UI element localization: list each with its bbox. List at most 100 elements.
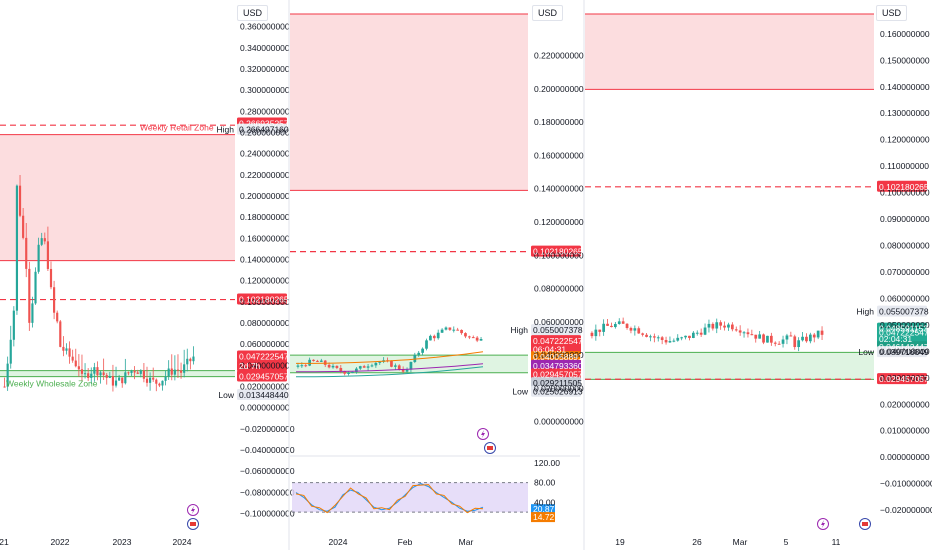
y-tick-label: 0.080000000	[240, 318, 290, 328]
rsi-value2-box	[531, 512, 555, 523]
price-label-box	[877, 373, 927, 385]
candle-body	[754, 334, 758, 339]
candle-body	[87, 373, 90, 378]
price-label-box	[237, 360, 287, 372]
candle-body	[355, 368, 358, 372]
event-flag-icon	[187, 518, 199, 530]
currency-badge-right[interactable]: USD	[876, 5, 908, 21]
candle-body	[62, 346, 65, 351]
currency-badge-middle[interactable]: USD	[532, 5, 564, 21]
zone-demand	[585, 352, 874, 380]
zone-label: Weekly Retail Zone	[140, 123, 214, 133]
y-tick-label: 0.140000000	[534, 184, 584, 194]
candle-body	[688, 335, 691, 338]
candle-body	[9, 339, 12, 364]
y-tick-label: −0.040000000	[240, 445, 295, 455]
candle-body	[152, 377, 155, 380]
candle-body	[610, 325, 613, 328]
x-tick-label: 2024	[329, 537, 348, 547]
candle-body	[49, 268, 53, 288]
candle-body	[351, 371, 354, 373]
candle-body	[155, 379, 158, 384]
y-tick-label: 0.060000000	[880, 293, 930, 303]
candle-body	[781, 339, 785, 344]
x-tick-label: 21	[0, 537, 9, 547]
candle-body	[300, 365, 304, 367]
candle-body	[114, 380, 118, 386]
candle-body	[96, 367, 99, 376]
y-tick-label: 0.010000000	[880, 426, 930, 436]
candle-body	[606, 323, 609, 326]
candle-body	[405, 369, 409, 372]
candle-body	[637, 328, 641, 334]
x-tick-label: 2022	[51, 537, 70, 547]
zone-supply	[0, 134, 235, 261]
candle-body	[127, 372, 130, 374]
candle-body	[641, 333, 645, 335]
y-tick-label: 0.120000000	[240, 276, 290, 286]
price-label-box	[531, 377, 581, 389]
x-tick-label: 2024	[173, 537, 192, 547]
y-tick-label: 0.160000000	[240, 233, 290, 243]
event-lightning-icon	[187, 504, 199, 516]
candle-body	[46, 241, 49, 269]
candle-body	[734, 329, 738, 331]
candle-body	[719, 322, 723, 326]
candle-body	[750, 334, 754, 336]
currency-badge-left[interactable]: USD	[237, 5, 269, 21]
y-tick-label: −0.010000000	[880, 479, 932, 489]
price-label-green: 0.048591153	[879, 324, 928, 334]
candle-body	[738, 330, 742, 333]
y-tick-label: 0.040000000	[534, 350, 584, 360]
y-tick-label: 0.120000000	[880, 135, 930, 145]
candle-body	[343, 371, 347, 374]
candle-body	[366, 366, 370, 368]
y-tick-label: 0.040000000	[240, 360, 290, 370]
candle-body	[335, 365, 339, 368]
candle-body	[425, 340, 428, 349]
y-tick-label: 0.070000000	[880, 267, 930, 277]
price-label-gray: 0.055007378	[533, 325, 583, 335]
candle-body	[99, 372, 102, 376]
zone-demand	[0, 370, 235, 377]
candle-body	[594, 329, 598, 337]
candle-body	[762, 334, 765, 343]
candle-body	[164, 376, 167, 381]
candle-body	[801, 336, 804, 341]
candle-body	[746, 332, 750, 335]
candle-body	[121, 377, 124, 384]
candle-body	[43, 238, 46, 242]
candle-body	[629, 327, 633, 331]
y-tick-label: 0.320000000	[240, 64, 290, 74]
candle-body	[80, 369, 84, 374]
candle-body	[617, 321, 621, 324]
price-label-gray: 0.013448440	[239, 390, 289, 400]
candle-body	[668, 341, 672, 343]
price-label-red: 0.266935257	[239, 119, 289, 129]
y-tick-label: 0.300000000	[240, 85, 290, 95]
x-tick-label: 5	[784, 537, 789, 547]
candle-body	[730, 324, 734, 330]
candle-body	[413, 354, 417, 362]
rsi-value2: 14.72	[533, 512, 555, 522]
y-tick-label: 0.100000000	[880, 188, 930, 198]
y-tick-label: 0.220000000	[240, 170, 290, 180]
candle-body	[656, 337, 660, 339]
y-tick-label: 0.100000000	[534, 250, 584, 260]
candle-body	[74, 360, 77, 367]
y-tick-label: 0.110000000	[880, 161, 929, 171]
candle-body	[421, 348, 424, 353]
candle-body	[22, 215, 25, 238]
y-tick-label: 0.020000000	[240, 382, 290, 392]
candle-body	[613, 323, 617, 328]
y-tick-label: −0.080000000	[240, 487, 295, 497]
rsi-tick-label: 120.00	[534, 458, 560, 468]
candle-body	[625, 323, 629, 328]
candle-body	[448, 327, 452, 330]
chart-panel-left	[0, 117, 287, 400]
price-label-red: 0.029457057	[533, 369, 583, 379]
y-tick-label: 0.000000000	[240, 403, 290, 413]
candle-body	[793, 336, 797, 348]
price-label-low: Low	[858, 347, 874, 357]
